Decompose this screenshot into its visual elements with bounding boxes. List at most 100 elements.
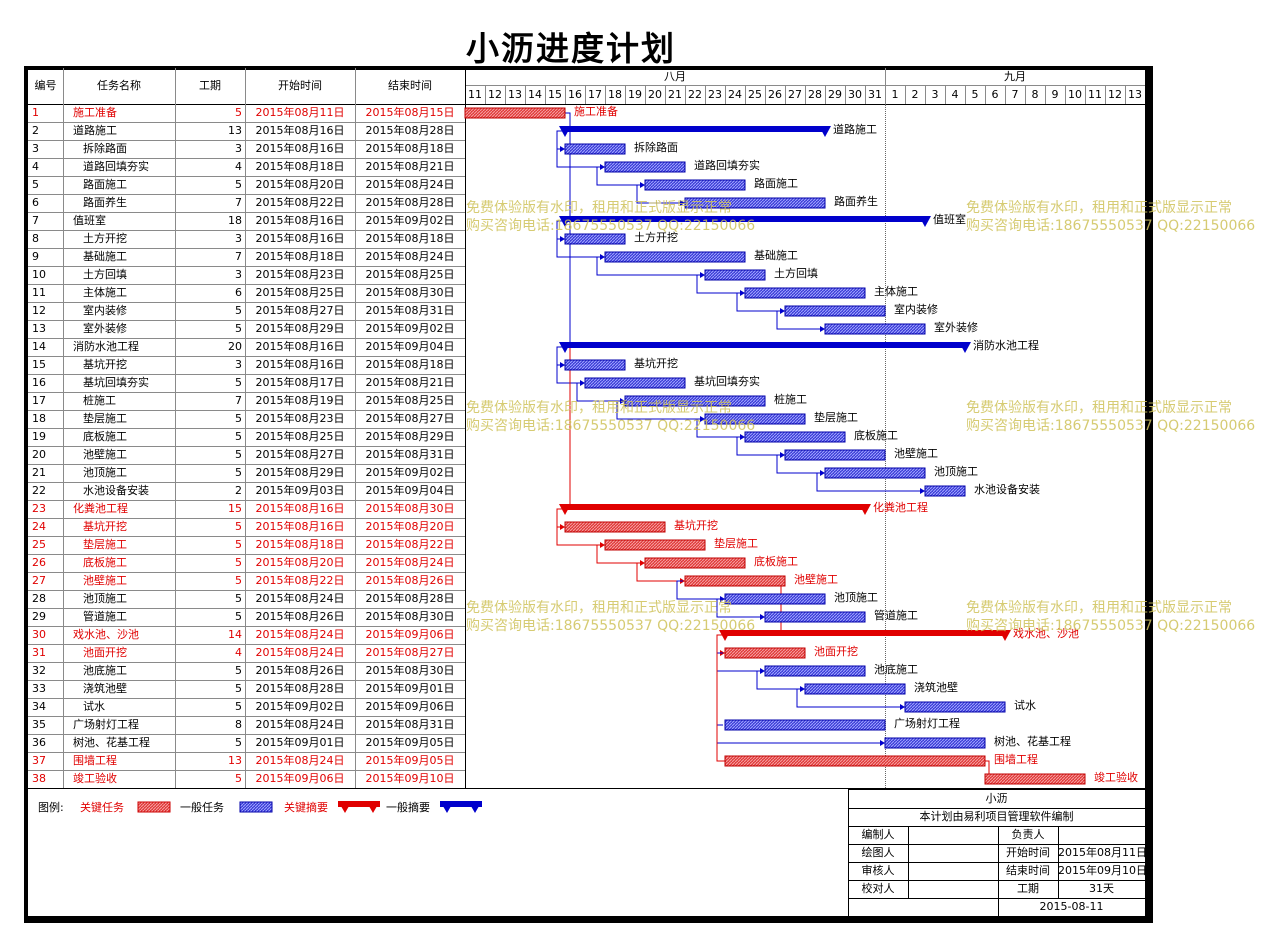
gantt-bar-label: 基坑回填夯实 (694, 375, 760, 388)
task-name: 土方回填 (83, 268, 127, 281)
gantt-bar-label: 拆除路面 (634, 141, 678, 154)
frame-shadow-bottom (27, 916, 1151, 921)
info-responsible-label: 负责人 (1011, 828, 1045, 841)
task-name: 树池、花基工程 (73, 736, 150, 749)
legend-critical-task-swatch (137, 801, 171, 813)
task-name: 水池设备安装 (83, 484, 149, 497)
watermark-line1: 免费体验版有水印，租用和正式版显示正常 (966, 600, 1232, 616)
day-header-cell: 29 (828, 88, 842, 101)
task-name: 道路回填夯实 (83, 160, 149, 173)
task-end: 2015年08月31日 (365, 304, 455, 317)
task-duration: 13 (228, 754, 242, 767)
day-divider (885, 68, 886, 104)
day-divider (485, 86, 486, 104)
task-id: 23 (32, 502, 46, 515)
day-divider (945, 86, 946, 104)
info-editor-label: 编制人 (861, 828, 895, 841)
task-end: 2015年09月05日 (365, 754, 455, 767)
task-id: 9 (32, 250, 39, 263)
day-header-cell: 25 (748, 88, 762, 101)
watermark-line1: 免费体验版有水印，租用和正式版显示正常 (466, 200, 732, 216)
task-end: 2015年08月25日 (365, 268, 455, 281)
row-divider (28, 518, 465, 519)
task-duration: 5 (235, 700, 242, 713)
info-note: 本计划由易利项目管理软件编制 (919, 810, 1074, 823)
day-divider (625, 86, 626, 104)
task-start: 2015年08月24日 (255, 592, 345, 605)
gantt-bar-label: 围墙工程 (994, 753, 1038, 766)
task-start: 2015年09月01日 (255, 736, 345, 749)
month-divider (465, 85, 1145, 86)
task-end: 2015年08月27日 (365, 646, 455, 659)
day-divider (865, 86, 866, 104)
task-id: 38 (32, 772, 46, 785)
frame-shadow-right (1145, 68, 1151, 920)
info-end-label: 结束时间 (1006, 864, 1050, 877)
task-start: 2015年08月25日 (255, 286, 345, 299)
row-divider (28, 752, 465, 753)
task-name: 路面养生 (83, 196, 127, 209)
task-start: 2015年08月18日 (255, 538, 345, 551)
day-divider (985, 86, 986, 104)
info-start-value: 2015年08月11日 (1058, 846, 1147, 859)
day-divider (705, 86, 706, 104)
info-drawer-label: 绘图人 (861, 846, 895, 859)
gantt-bar-label: 水池设备安装 (974, 483, 1040, 496)
day-divider (585, 86, 586, 104)
task-name: 池面开挖 (83, 646, 127, 659)
gantt-bar-label: 池面开挖 (814, 645, 858, 658)
task-id: 5 (32, 178, 39, 191)
task-id: 32 (32, 664, 46, 677)
legend-normal-summary: 一般摘要 (386, 801, 430, 814)
task-id: 7 (32, 214, 39, 227)
task-start: 2015年08月24日 (255, 718, 345, 731)
gantt-bar-label: 池壁施工 (894, 447, 938, 460)
task-duration: 5 (235, 520, 242, 533)
task-end: 2015年09月06日 (365, 700, 455, 713)
gantt-bar-label: 桩施工 (774, 393, 807, 406)
row-divider (28, 176, 465, 177)
task-id: 4 (32, 160, 39, 173)
task-name: 化粪池工程 (73, 502, 128, 515)
gantt-bar-label: 化粪池工程 (873, 501, 928, 514)
task-name: 垫层施工 (83, 412, 127, 425)
gantt-bar-label: 基坑开挖 (674, 519, 718, 532)
task-duration: 3 (235, 358, 242, 371)
task-start: 2015年08月20日 (255, 178, 345, 191)
row-divider (28, 536, 465, 537)
day-divider (605, 86, 606, 104)
task-end: 2015年08月22日 (365, 538, 455, 551)
task-duration: 5 (235, 322, 242, 335)
row-divider (28, 284, 465, 285)
row-divider (28, 212, 465, 213)
day-divider (665, 86, 666, 104)
day-divider (1045, 86, 1046, 104)
day-header-cell: 13 (508, 88, 522, 101)
gantt-bar-label: 管道施工 (874, 609, 918, 622)
watermark-line2: 购买咨询电话:18675550537 QQ:22150066 (966, 418, 1256, 434)
gantt-bar-label: 戏水池、沙池 (1013, 627, 1079, 640)
info-duration-label: 工期 (1017, 882, 1039, 895)
task-end: 2015年08月28日 (365, 592, 455, 605)
header-divider (28, 104, 1145, 105)
task-id: 1 (32, 106, 39, 119)
day-header-cell: 6 (991, 88, 999, 101)
watermark-line2: 购买咨询电话:18675550537 QQ:22150066 (466, 418, 756, 434)
gantt-bar-label: 竣工验收 (1094, 771, 1138, 784)
row-divider (28, 356, 465, 357)
task-name: 围墙工程 (73, 754, 117, 767)
day-divider (645, 86, 646, 104)
task-duration: 8 (235, 718, 242, 731)
row-divider (28, 716, 465, 717)
task-id: 34 (32, 700, 46, 713)
day-header-cell: 4 (951, 88, 959, 101)
gantt-bar-label: 主体施工 (874, 285, 918, 298)
task-name: 池顶施工 (83, 592, 127, 605)
info-checker-label: 校对人 (861, 882, 895, 895)
day-header-cell: 17 (588, 88, 602, 101)
task-id: 22 (32, 484, 46, 497)
row-divider (28, 644, 465, 645)
day-header-cell: 18 (608, 88, 622, 101)
task-duration: 6 (235, 286, 242, 299)
gantt-bar-label: 土方开挖 (634, 231, 678, 244)
